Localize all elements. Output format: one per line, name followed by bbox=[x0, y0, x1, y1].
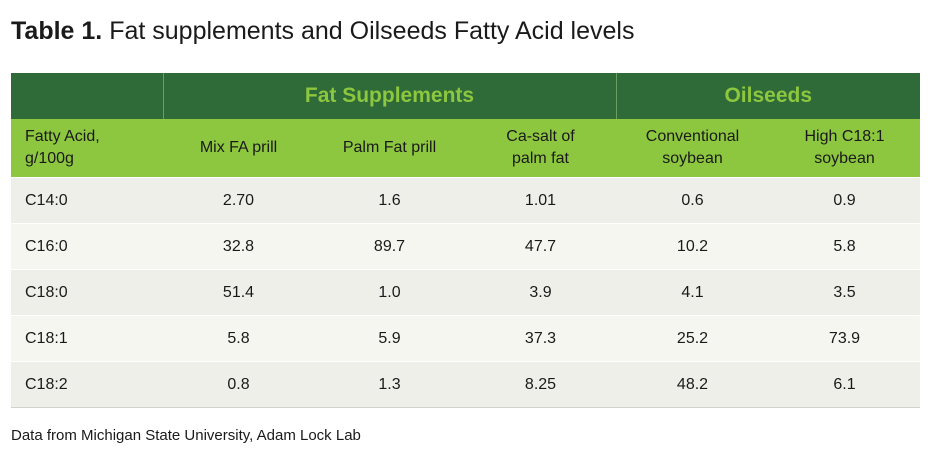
table-cell: 25.2 bbox=[616, 315, 769, 362]
table-row: C16:0 32.8 89.7 47.7 10.2 5.8 bbox=[11, 223, 920, 270]
table-cell: 37.3 bbox=[465, 315, 616, 362]
table-cell: 51.4 bbox=[163, 269, 314, 316]
column-header: Conventional soybean bbox=[616, 119, 769, 178]
group-header-blank bbox=[11, 73, 163, 119]
fatty-acid-table: Fat Supplements Oilseeds Fatty Acid, g/1… bbox=[11, 73, 920, 408]
table-cell: 1.3 bbox=[314, 361, 465, 408]
page-title: Table 1. Fat supplements and Oilseeds Fa… bbox=[11, 14, 634, 48]
table-cell: C18:2 bbox=[11, 361, 163, 408]
table-cell: 0.9 bbox=[769, 177, 920, 224]
table-cell: 5.8 bbox=[163, 315, 314, 362]
column-header: Ca-salt of palm fat bbox=[465, 119, 616, 178]
table-cell: 3.5 bbox=[769, 269, 920, 316]
source-caption: Data from Michigan State University, Ada… bbox=[11, 427, 361, 444]
table-cell: 32.8 bbox=[163, 223, 314, 270]
table-cell: 6.1 bbox=[769, 361, 920, 408]
table-row: C14:0 2.70 1.6 1.01 0.6 0.9 bbox=[11, 177, 920, 224]
table-cell: 89.7 bbox=[314, 223, 465, 270]
table-cell: 10.2 bbox=[616, 223, 769, 270]
table-label: Table 1. bbox=[11, 17, 103, 45]
group-header-oilseeds: Oilseeds bbox=[615, 73, 920, 119]
table-cell: 5.9 bbox=[314, 315, 465, 362]
table-cell: 47.7 bbox=[465, 223, 616, 270]
table-row: C18:0 51.4 1.0 3.9 4.1 3.5 bbox=[11, 269, 920, 316]
table-row: C18:1 5.8 5.9 37.3 25.2 73.9 bbox=[11, 315, 920, 362]
table-cell: 8.25 bbox=[465, 361, 616, 408]
table-cell: 1.6 bbox=[314, 177, 465, 224]
table-cell: C16:0 bbox=[11, 223, 163, 270]
table-cell: 1.0 bbox=[314, 269, 465, 316]
column-header: High C18:1 soybean bbox=[769, 119, 920, 178]
table-cell: 4.1 bbox=[616, 269, 769, 316]
table-cell: C14:0 bbox=[11, 177, 163, 224]
column-header: Mix FA prill bbox=[163, 119, 314, 178]
group-header-row: Fat Supplements Oilseeds bbox=[11, 73, 920, 119]
table-cell: 5.8 bbox=[769, 223, 920, 270]
table-row: C18:2 0.8 1.3 8.25 48.2 6.1 bbox=[11, 361, 920, 408]
table-cell: 3.9 bbox=[465, 269, 616, 316]
table-cell: 1.01 bbox=[465, 177, 616, 224]
table-cell: C18:0 bbox=[11, 269, 163, 316]
table-cell: 73.9 bbox=[769, 315, 920, 362]
table-cell: 48.2 bbox=[616, 361, 769, 408]
table-cell: 0.6 bbox=[616, 177, 769, 224]
table-cell: C18:1 bbox=[11, 315, 163, 362]
column-header-row: Fatty Acid, g/100g Mix FA prill Palm Fat… bbox=[11, 119, 920, 178]
group-header-fat-supplements: Fat Supplements bbox=[162, 73, 616, 119]
column-header: Palm Fat prill bbox=[314, 119, 465, 178]
table-cell: 2.70 bbox=[163, 177, 314, 224]
column-header: Fatty Acid, g/100g bbox=[11, 119, 163, 178]
table-title-text: Fat supplements and Oilseeds Fatty Acid … bbox=[109, 17, 635, 45]
table-cell: 0.8 bbox=[163, 361, 314, 408]
